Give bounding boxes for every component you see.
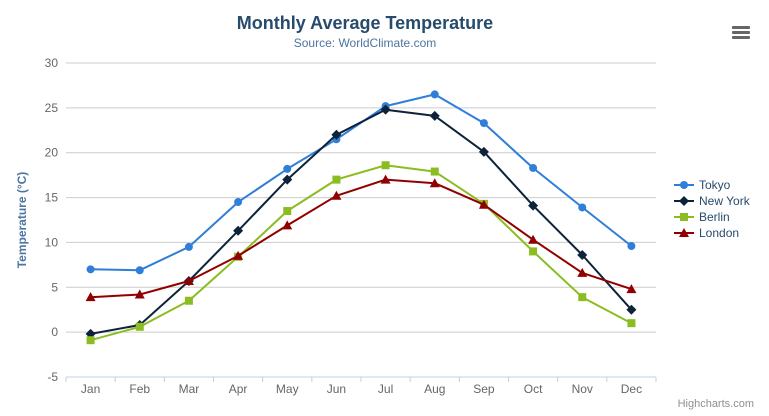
data-point-tokyo[interactable]: [529, 163, 538, 172]
data-point-new-york[interactable]: [429, 110, 440, 121]
data-point-london[interactable]: [577, 267, 588, 277]
data-point-berlin[interactable]: [332, 175, 341, 184]
data-point-london[interactable]: [478, 199, 489, 209]
data-point-new-york[interactable]: [626, 304, 637, 315]
data-point-berlin[interactable]: [86, 336, 95, 345]
legend-label: London: [699, 226, 740, 240]
data-point-london[interactable]: [85, 292, 96, 302]
y-axis-title: Temperature (°C): [15, 172, 29, 269]
data-point-new-york[interactable]: [577, 249, 588, 260]
data-point-london[interactable]: [282, 220, 293, 230]
data-point-tokyo[interactable]: [479, 119, 488, 128]
series-line-london: [89, 178, 633, 299]
legend-item-london[interactable]: London: [674, 225, 750, 241]
export-menu-icon[interactable]: [730, 20, 758, 44]
series-new-york: [85, 104, 637, 339]
data-point-tokyo[interactable]: [430, 90, 439, 99]
data-point-tokyo[interactable]: [627, 242, 636, 251]
legend-item-berlin[interactable]: Berlin: [674, 209, 750, 225]
data-point-london[interactable]: [233, 250, 244, 260]
y-gridlines: [66, 62, 656, 378]
data-point-new-york[interactable]: [233, 225, 244, 236]
x-tick-label: Oct: [524, 382, 543, 396]
data-point-tokyo[interactable]: [135, 266, 144, 275]
x-tick-label: Feb: [129, 382, 150, 396]
data-point-tokyo[interactable]: [184, 242, 193, 251]
x-tick-label: Apr: [229, 382, 248, 396]
data-point-tokyo[interactable]: [283, 164, 292, 173]
data-point-new-york[interactable]: [331, 129, 342, 140]
x-tick-label: May: [276, 382, 299, 396]
series-line-new-york: [89, 108, 633, 335]
data-point-new-york[interactable]: [380, 104, 391, 115]
legend-item-new-york[interactable]: New York: [674, 193, 750, 209]
y-tick-label: 15: [45, 191, 59, 205]
x-axis: Jan Feb Mar Apr May Jun Jul Aug Sep Oct Nov Dec: [65, 376, 657, 396]
legend: Tokyo New York Berlin London: [674, 177, 750, 241]
legend-label: New York: [699, 194, 750, 208]
data-point-tokyo[interactable]: [578, 203, 587, 212]
legend-label: Berlin: [699, 210, 730, 224]
legend-marker-square-icon: [674, 213, 694, 221]
x-tick-label: Sep: [473, 382, 495, 396]
y-tick-label: -5: [47, 370, 58, 384]
data-point-new-york[interactable]: [282, 174, 293, 185]
data-point-london[interactable]: [134, 289, 145, 299]
x-tick-label: Nov: [572, 382, 593, 396]
hamburger-bar: [732, 35, 750, 39]
highcharts-credits[interactable]: Highcharts.com: [677, 398, 754, 410]
data-point-london[interactable]: [626, 284, 637, 294]
data-point-berlin[interactable]: [135, 322, 144, 331]
x-tick-label: Aug: [424, 382, 445, 396]
data-point-tokyo[interactable]: [86, 265, 95, 274]
series-line-berlin: [89, 164, 633, 342]
legend-item-tokyo[interactable]: Tokyo: [674, 177, 750, 193]
x-tick-label: Jun: [327, 382, 346, 396]
data-point-berlin[interactable]: [430, 167, 439, 176]
data-point-berlin[interactable]: [627, 319, 636, 328]
legend-marker-diamond-icon: [674, 196, 694, 206]
data-point-london[interactable]: [331, 190, 342, 200]
data-point-london[interactable]: [183, 276, 194, 286]
chart-title: Monthly Average Temperature: [236, 13, 494, 33]
x-tick-label: Dec: [621, 382, 642, 396]
data-point-berlin[interactable]: [578, 293, 587, 302]
data-point-tokyo[interactable]: [234, 198, 243, 207]
data-point-berlin[interactable]: [529, 247, 538, 256]
y-tick-label: 30: [45, 56, 59, 70]
data-point-london[interactable]: [528, 234, 539, 244]
legend-marker-triangle-icon: [674, 228, 694, 237]
y-tick-label: 0: [51, 325, 58, 339]
data-point-london[interactable]: [380, 174, 391, 184]
data-point-new-york[interactable]: [528, 200, 539, 211]
data-point-berlin[interactable]: [381, 161, 390, 170]
x-tick-label: Jul: [378, 382, 393, 396]
x-tick-label: Jan: [81, 382, 100, 396]
y-tick-label: 20: [45, 146, 59, 160]
hamburger-bar: [732, 30, 750, 34]
data-point-london[interactable]: [429, 178, 440, 188]
y-tick-label: 5: [51, 280, 58, 294]
data-point-new-york[interactable]: [478, 146, 489, 157]
legend-label: Tokyo: [699, 178, 731, 192]
y-axis-labels: -5 0 5 10 15 20 25 30: [45, 56, 59, 384]
data-point-berlin[interactable]: [283, 207, 292, 216]
series-line-tokyo: [89, 93, 633, 272]
series-london: [85, 174, 637, 302]
y-tick-label: 10: [45, 235, 59, 249]
y-tick-label: 25: [45, 101, 59, 115]
hamburger-bar: [732, 25, 750, 29]
chart-subtitle: Source: WorldClimate.com: [293, 36, 437, 50]
data-point-berlin[interactable]: [184, 296, 193, 305]
legend-marker-circle-icon: [674, 181, 694, 189]
x-tick-label: Mar: [179, 382, 200, 396]
series-tokyo: [86, 90, 636, 275]
